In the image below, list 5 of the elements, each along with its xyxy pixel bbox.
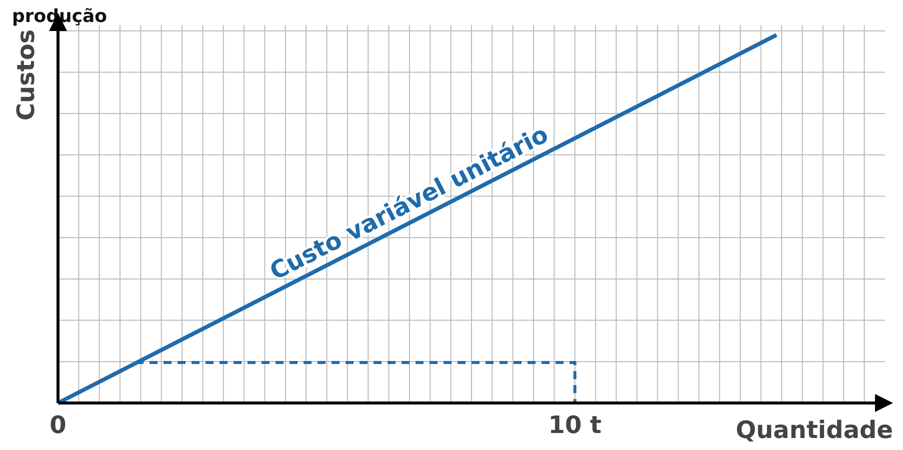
x-tick-label: 10 t [548, 411, 602, 439]
y-axis-title: Custos [12, 29, 40, 121]
x-tick-label: 0 [50, 411, 66, 439]
x-axis-title: Quantidade [736, 416, 893, 444]
chart-title: produção [12, 6, 108, 27]
